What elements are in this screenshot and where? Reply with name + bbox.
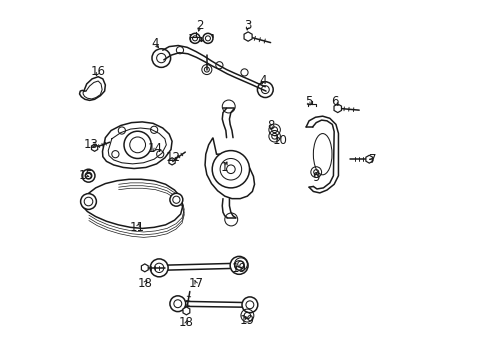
- Text: 11: 11: [130, 221, 145, 234]
- Circle shape: [212, 150, 249, 188]
- Text: 7: 7: [368, 153, 376, 166]
- Polygon shape: [204, 138, 254, 199]
- Text: 13: 13: [83, 138, 98, 151]
- Text: 19: 19: [240, 314, 254, 327]
- Text: 6: 6: [330, 95, 338, 108]
- Text: 4: 4: [151, 37, 158, 50]
- Circle shape: [81, 194, 96, 210]
- Text: 18: 18: [179, 316, 193, 329]
- Text: 8: 8: [267, 119, 274, 132]
- Text: 17: 17: [188, 277, 203, 290]
- Text: 15: 15: [79, 169, 93, 182]
- Polygon shape: [333, 104, 341, 113]
- Circle shape: [190, 33, 200, 43]
- Text: 5: 5: [304, 95, 311, 108]
- Circle shape: [124, 131, 151, 158]
- Text: 2: 2: [196, 19, 203, 32]
- Circle shape: [169, 296, 185, 312]
- Text: 4: 4: [259, 74, 266, 87]
- Text: 3: 3: [244, 19, 251, 32]
- Polygon shape: [102, 122, 172, 168]
- Text: 12: 12: [165, 151, 181, 164]
- Polygon shape: [169, 158, 175, 165]
- Text: 19: 19: [231, 262, 246, 275]
- Circle shape: [152, 49, 170, 67]
- Circle shape: [230, 256, 247, 274]
- Text: 16: 16: [90, 65, 105, 78]
- Polygon shape: [82, 179, 183, 228]
- Polygon shape: [244, 32, 252, 41]
- Text: 10: 10: [272, 134, 286, 147]
- Polygon shape: [91, 144, 98, 151]
- Polygon shape: [141, 264, 148, 272]
- Text: 14: 14: [148, 142, 163, 155]
- Circle shape: [203, 33, 212, 43]
- Circle shape: [242, 297, 257, 313]
- Circle shape: [257, 82, 273, 98]
- Circle shape: [169, 193, 183, 206]
- Text: 9: 9: [312, 171, 319, 184]
- Text: 1: 1: [221, 161, 228, 174]
- Ellipse shape: [313, 134, 331, 175]
- Text: 18: 18: [137, 277, 152, 290]
- Polygon shape: [365, 155, 372, 163]
- Polygon shape: [183, 307, 189, 315]
- Circle shape: [150, 259, 168, 277]
